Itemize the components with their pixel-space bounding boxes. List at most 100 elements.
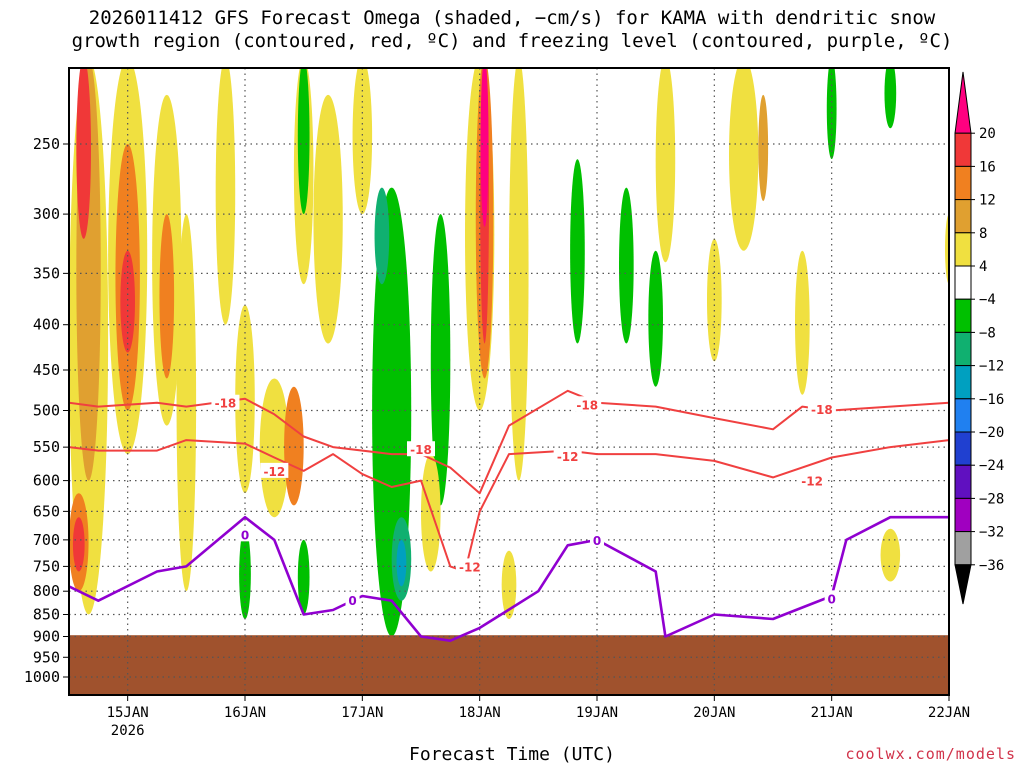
omega-shade-cell (758, 94, 769, 202)
contour-label-bg (553, 448, 582, 464)
y-tick-label: 900 (33, 627, 60, 645)
x-tick-label: 17JAN (341, 705, 383, 721)
colorbar-label: 20 (979, 126, 996, 142)
dgz-contour-label: -12 (459, 560, 481, 574)
x-axis: 15JAN 2026 16JAN 17JAN 18JAN 19JAN 20JAN 21JAN 2… (107, 695, 970, 739)
y-axis: 250 300 350 400 450 500 550 600 650 700 750 800 850 9… (24, 135, 69, 686)
chart-title-line-2: growth region (contoured, red, ºC) and f… (71, 30, 953, 52)
y-tick-label: 600 (33, 472, 60, 490)
y-tick-label: 350 (33, 264, 60, 282)
y-tick-label: 950 (33, 648, 60, 666)
colorbar-swatch (954, 331, 972, 367)
contour-label-bg (238, 526, 252, 542)
omega-shade-cell (120, 250, 135, 353)
omega-shade-cell (396, 539, 407, 587)
x-tick-label: 22JAN (928, 705, 970, 721)
colorbar-swatch (954, 132, 972, 167)
freezing-contour-label: 0 (827, 592, 835, 606)
omega-shade-cell (570, 159, 585, 344)
y-tick-label: 650 (33, 502, 60, 520)
contour-label-bg (590, 531, 604, 547)
colorbar-label: −28 (979, 491, 1004, 507)
dgz-contour-label: -18 (215, 397, 237, 411)
colorbar-swatch (954, 298, 972, 333)
colorbar-label: −8 (979, 325, 996, 341)
freezing-level-contour-0 (69, 515, 949, 643)
y-tick-label: 850 (33, 606, 60, 624)
y-tick-label: 750 (33, 557, 60, 575)
colorbar-label: 4 (979, 259, 987, 275)
omega-shade-cell (884, 68, 897, 129)
freezing-contour-label: 0 (593, 534, 601, 548)
colorbar-swatch (954, 497, 972, 533)
colorbar-label: −32 (979, 525, 1004, 541)
chart-title-line-1: 2026011412 GFS Forecast Omega (shaded, −… (88, 7, 936, 29)
plot-frame (68, 67, 950, 696)
x-tick-label: 21JAN (811, 705, 853, 721)
x-axis-label: Forecast Time (UTC) (409, 744, 615, 765)
omega-shade-cell (297, 68, 310, 215)
contour-labels: -18 -12 -18 -12 -12 -18 -12 -18 0 0 0 0 (211, 394, 839, 608)
omega-shade-cell (795, 250, 810, 395)
omega-shade-cell (352, 68, 373, 215)
y-tick-label: 550 (33, 438, 60, 456)
y-tick-label: 500 (33, 402, 60, 420)
y-tick-label: 250 (33, 135, 60, 153)
omega-shade-cell (480, 68, 489, 227)
omega-shade-cell (655, 68, 676, 263)
colorbar-label: −20 (979, 425, 1004, 441)
colorbar-swatch (954, 431, 972, 466)
contour-label-bg (455, 558, 484, 574)
grid-lines (69, 68, 949, 695)
y-tick-label: 400 (33, 316, 60, 334)
freezing-contour-label: 0 (241, 528, 249, 542)
omega-shade-cell (374, 187, 390, 285)
colorbar-label: 12 (979, 193, 996, 209)
colorbar-swatch (954, 365, 972, 400)
y-tick-label: 450 (33, 361, 60, 379)
contour-label-bg (345, 591, 360, 607)
dgz-contour-label: -18 (576, 398, 598, 412)
contour-label-bg (573, 396, 602, 412)
omega-shade-cell (284, 386, 304, 506)
omega-shade-cell (430, 214, 451, 506)
colorbar-swatch (954, 398, 972, 433)
y-tick-label: 1000 (24, 668, 60, 686)
x-tick-label: 16JAN (224, 705, 266, 721)
x-tick-sublabel: 2026 (111, 723, 145, 739)
omega-shade-cell (826, 68, 837, 160)
ground-layer (69, 635, 949, 695)
contour-label-bg (407, 441, 435, 457)
omega-shade-cell (259, 378, 290, 518)
colorbar-label: 16 (979, 159, 996, 175)
dgz-contour--12 (69, 439, 949, 573)
omega-shade-cell (509, 68, 529, 481)
credit-link[interactable]: coolwx.com/models (845, 745, 1016, 763)
dgz-contour-label: -12 (263, 465, 285, 479)
colorbar-swatch (954, 165, 972, 201)
omega-shade-cell (880, 528, 901, 582)
omega-shade-cell (176, 214, 197, 592)
colorbar-label: −36 (979, 558, 1004, 574)
omega-shade-cell (159, 214, 175, 379)
contour-label-bg (798, 472, 827, 488)
x-tick-label: 15JAN (107, 705, 149, 721)
colorbar-swatch (954, 71, 972, 134)
omega-shade-cell (729, 68, 759, 251)
colorbar: 20 16 12 8 4 −4 −8 −12 −16 −20 −24 −28 −32 −36 (954, 71, 1004, 605)
colorbar-swatch (954, 265, 972, 300)
omega-shading (69, 68, 949, 637)
colorbar-swatch (954, 464, 972, 499)
x-tick-label: 18JAN (459, 705, 501, 721)
colorbar-label: −12 (979, 359, 1004, 375)
omega-shade-cell (648, 250, 664, 387)
dgz-contour-label: -18 (410, 443, 432, 457)
colorbar-label: −4 (979, 292, 996, 308)
x-tick-label: 19JAN (576, 705, 618, 721)
dgz-contour-label: -12 (801, 475, 823, 489)
colorbar-swatch (954, 232, 972, 267)
colorbar-swatch (954, 199, 972, 234)
colorbar-label: −16 (979, 392, 1004, 408)
y-tick-label: 300 (33, 205, 60, 223)
colorbar-label: 8 (979, 226, 987, 242)
